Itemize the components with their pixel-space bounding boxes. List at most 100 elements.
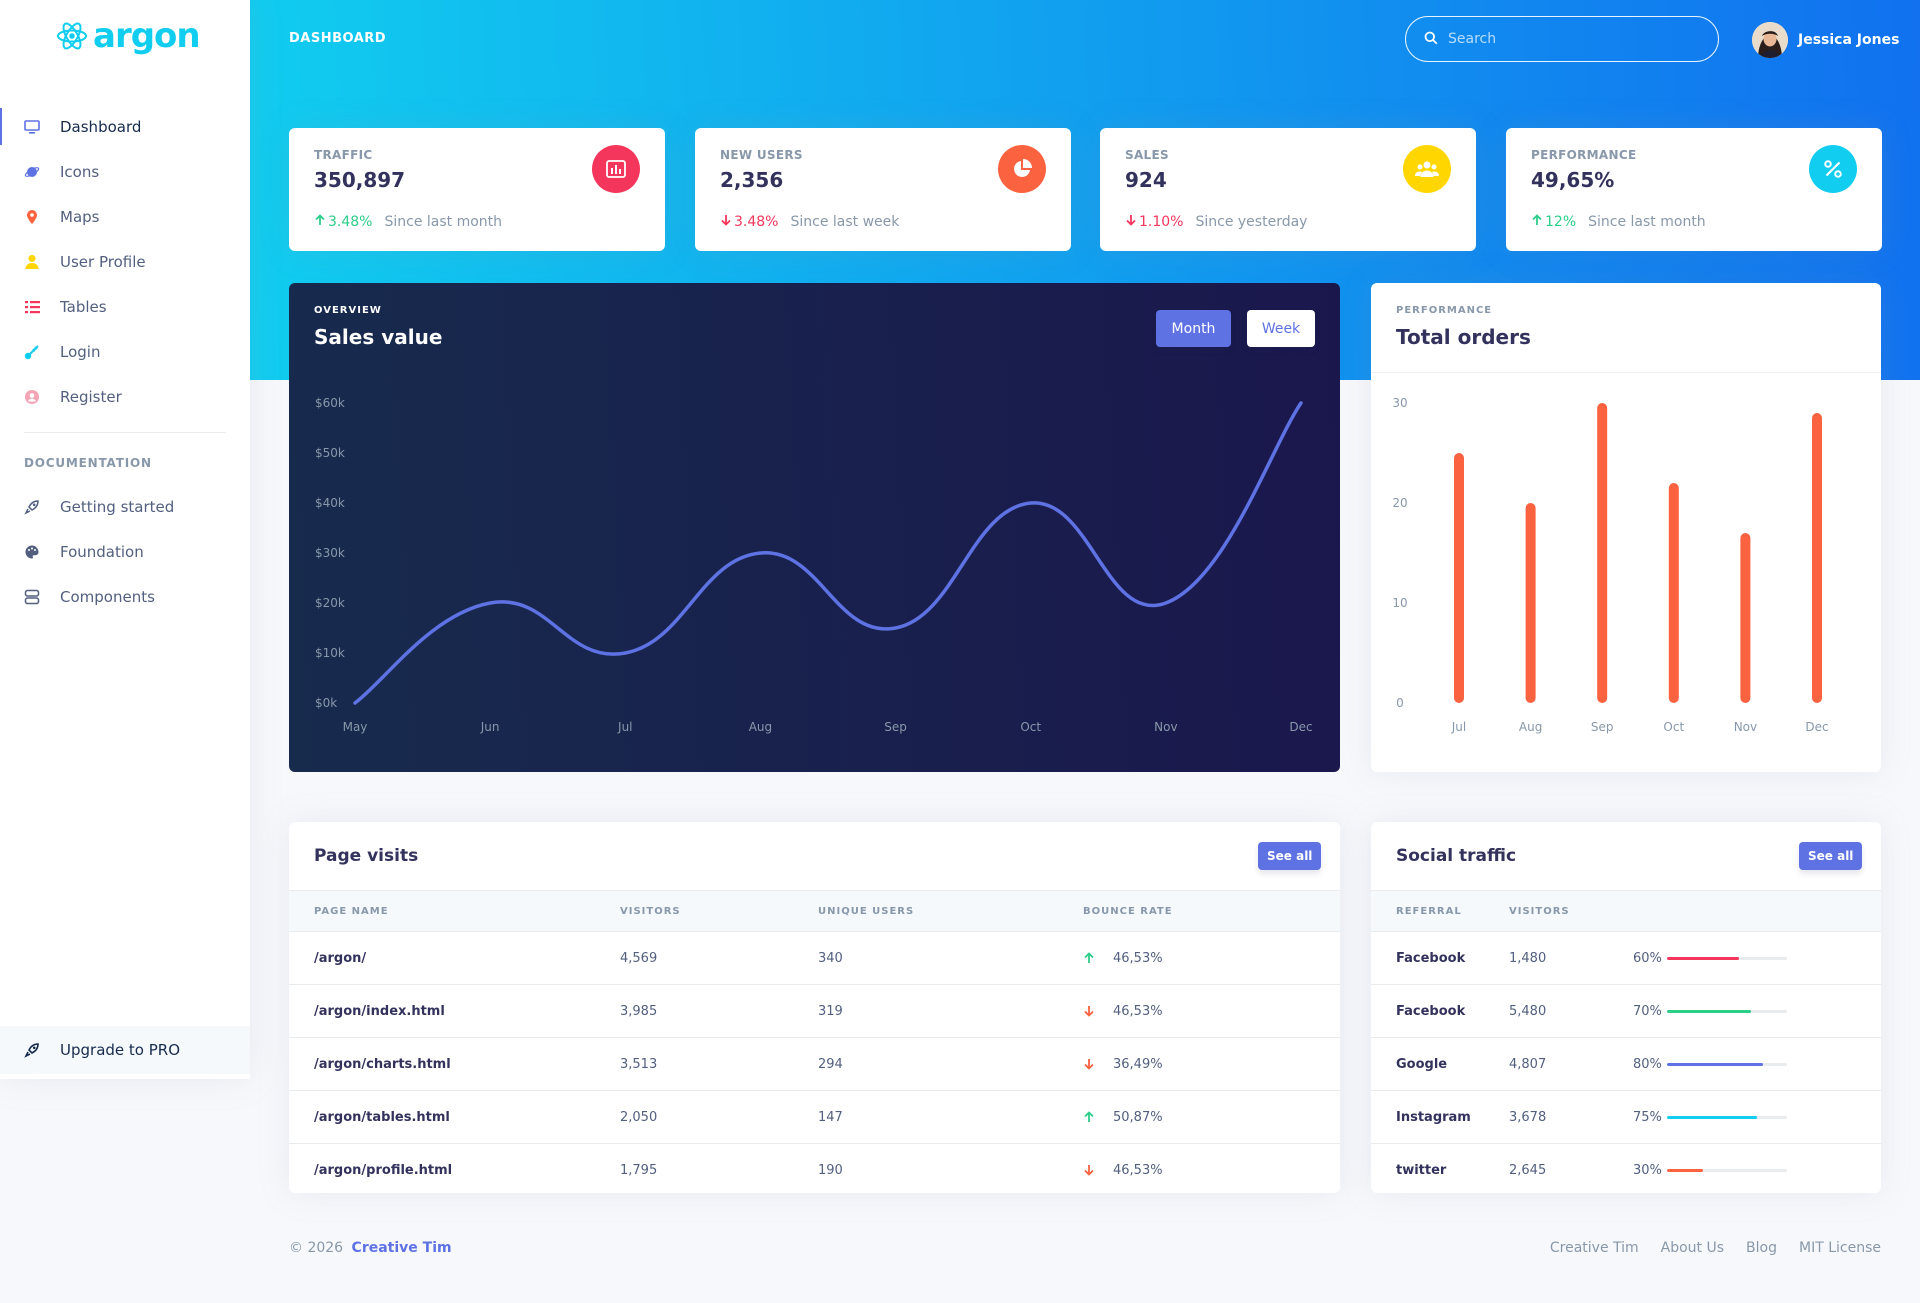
- sidebar: argon Dashboard Icons Maps User Profile: [0, 0, 250, 1079]
- column-header[interactable]: REFERRAL: [1371, 890, 1509, 932]
- copyright-text: © 2026: [289, 1240, 344, 1256]
- sidebar-item-getting-started[interactable]: Getting started: [0, 484, 250, 529]
- visitors-cell: 4,807: [1509, 1037, 1633, 1091]
- month-button[interactable]: Month: [1156, 310, 1231, 347]
- progress-bar: [1667, 1009, 1787, 1013]
- brand-logo[interactable]: argon: [56, 14, 201, 58]
- sidebar-item-label: Maps: [60, 207, 100, 226]
- progress-bar-fill: [1667, 1168, 1703, 1172]
- table-row[interactable]: /argon/charts.html 3,513 294 36,49%: [289, 1037, 1340, 1091]
- x-tick-label: Jun: [480, 720, 500, 734]
- bar[interactable]: [1454, 453, 1464, 703]
- see-all-button[interactable]: See all: [1258, 842, 1322, 870]
- sidebar-item-icons[interactable]: Icons: [0, 149, 250, 194]
- bounce-rate-value: 46,53%: [1113, 1162, 1163, 1178]
- page-visits-card: Page visits See all PAGE NAME VISITORS U…: [289, 822, 1340, 1193]
- card-title: Social traffic: [1396, 846, 1517, 866]
- column-header[interactable]: PAGE NAME: [289, 890, 620, 932]
- sidebar-item-register[interactable]: Register: [0, 374, 250, 419]
- table-row[interactable]: Instagram 3,678 75%: [1371, 1090, 1881, 1144]
- see-all-button[interactable]: See all: [1799, 842, 1863, 870]
- footer-link-mit-license[interactable]: MIT License: [1799, 1240, 1881, 1256]
- week-button[interactable]: Week: [1247, 310, 1315, 347]
- sidebar-item-user-profile[interactable]: User Profile: [0, 239, 250, 284]
- footer-link-creative-tim[interactable]: Creative Tim: [1549, 1240, 1639, 1256]
- referral-cell: Facebook: [1371, 984, 1509, 1038]
- user-menu[interactable]: Jessica Jones: [1752, 22, 1899, 58]
- x-tick-label: Dec: [1805, 720, 1828, 734]
- y-tick-label: $30k: [315, 546, 345, 560]
- referral-cell: twitter: [1371, 1143, 1509, 1193]
- footer-company-link[interactable]: Creative Tim: [351, 1240, 452, 1256]
- column-header[interactable]: UNIQUE USERS: [818, 890, 1083, 932]
- bar[interactable]: [1525, 503, 1536, 703]
- sidebar-item-components[interactable]: Components: [0, 574, 250, 619]
- card-overline: PERFORMANCE: [1396, 305, 1493, 316]
- page-name-cell: /argon/profile.html: [289, 1143, 620, 1193]
- footer-link-blog[interactable]: Blog: [1746, 1240, 1777, 1256]
- sidebar-item-label: Getting started: [60, 497, 175, 516]
- chart-pie-icon: [998, 145, 1046, 193]
- key-icon: [24, 344, 40, 360]
- arrow-down-icon: [1083, 1164, 1113, 1176]
- progress-cell: 30%: [1633, 1143, 1881, 1193]
- footer-link-about-us[interactable]: About Us: [1660, 1240, 1725, 1256]
- visitors-cell: 2,645: [1509, 1143, 1633, 1193]
- bar[interactable]: [1812, 413, 1822, 703]
- stat-label: NEW USERS: [720, 148, 803, 162]
- sidebar-divider: [24, 432, 226, 433]
- column-header[interactable]: BOUNCE RATE: [1083, 890, 1340, 932]
- column-header[interactable]: VISITORS: [620, 890, 818, 932]
- table-row[interactable]: Facebook 5,480 70%: [1371, 984, 1881, 1038]
- table-row[interactable]: /argon/4,569 340 46,53%: [289, 931, 1340, 985]
- table-row[interactable]: Facebook 1,480 60%: [1371, 931, 1881, 985]
- social-traffic-card: Social traffic See all REFERRAL VISITORS…: [1371, 822, 1881, 1193]
- search-box[interactable]: [1405, 16, 1719, 62]
- sidebar-item-foundation[interactable]: Foundation: [0, 529, 250, 574]
- table-row[interactable]: Google 4,807 80%: [1371, 1037, 1881, 1091]
- palette-icon: [24, 544, 40, 560]
- sidebar-item-label: Tables: [60, 297, 107, 316]
- progress-bar: [1667, 1062, 1787, 1066]
- doc-nav: Getting started Foundation Components: [0, 484, 250, 619]
- progress-percent: 60%: [1633, 950, 1662, 966]
- sidebar-item-login[interactable]: Login: [0, 329, 250, 374]
- visitors-cell: 3,985: [620, 984, 818, 1038]
- sidebar-item-maps[interactable]: Maps: [0, 194, 250, 239]
- sidebar-item-label: User Profile: [60, 252, 146, 271]
- progress-cell: 75%: [1633, 1090, 1881, 1144]
- monitor-icon: [24, 119, 40, 135]
- referral-cell: Facebook: [1371, 931, 1509, 985]
- stat-change: 3.48%: [328, 214, 373, 230]
- search-input[interactable]: [1448, 31, 1698, 47]
- sidebar-item-dashboard[interactable]: Dashboard: [0, 104, 250, 149]
- card-overline: OVERVIEW: [314, 305, 382, 316]
- progress-percent: 75%: [1633, 1109, 1662, 1125]
- page-name-cell: /argon/: [289, 931, 620, 985]
- unique-users-cell: 319: [818, 984, 1083, 1038]
- table-row[interactable]: /argon/tables.html 2,050 147 50,87%: [289, 1090, 1340, 1144]
- visitors-cell: 3,513: [620, 1037, 818, 1091]
- table-row[interactable]: /argon/profile.html 1,795 190 46,53%: [289, 1143, 1340, 1193]
- bar[interactable]: [1668, 483, 1679, 703]
- card-title: Sales value: [314, 325, 443, 349]
- column-header[interactable]: VISITORS: [1509, 890, 1633, 932]
- bounce-rate-value: 46,53%: [1113, 1003, 1163, 1019]
- table-row[interactable]: /argon/index.html 3,985 319 46,53%: [289, 984, 1340, 1038]
- arrow-up-icon: [1083, 952, 1113, 964]
- bounce-rate-cell: 50,87%: [1083, 1090, 1340, 1144]
- upgrade-to-pro-link[interactable]: Upgrade to PRO: [0, 1026, 250, 1074]
- page-title[interactable]: DASHBOARD: [289, 31, 387, 46]
- bar[interactable]: [1597, 403, 1608, 703]
- referral-cell: Google: [1371, 1037, 1509, 1091]
- arrow-up-icon: [314, 214, 326, 230]
- bar[interactable]: [1740, 533, 1751, 703]
- table-row[interactable]: twitter 2,645 30%: [1371, 1143, 1881, 1193]
- stat-footer: 1.10% Since yesterday: [1125, 214, 1307, 230]
- stat-card-sales: SALES 924 1.10% Since yesterday: [1100, 128, 1476, 251]
- stat-since: Since last week: [790, 214, 900, 230]
- grid-icon: [24, 589, 40, 605]
- stat-footer: 3.48% Since last month: [314, 214, 502, 230]
- sidebar-item-tables[interactable]: Tables: [0, 284, 250, 329]
- progress-cell: 70%: [1633, 984, 1881, 1038]
